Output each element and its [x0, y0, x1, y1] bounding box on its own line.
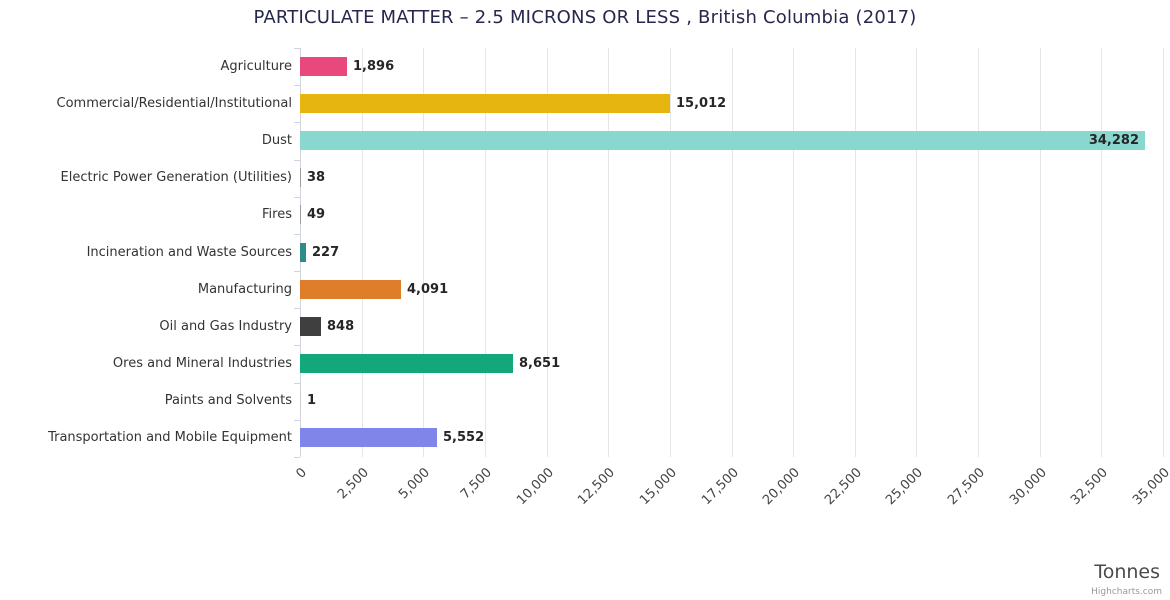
bar-incineration-and-waste-sources[interactable]: [300, 243, 306, 262]
gridline: [485, 48, 486, 457]
category-axis-tick: [294, 197, 300, 198]
category-label-electric-power-generation-utilities: Electric Power Generation (Utilities): [60, 170, 292, 185]
bar-value-label-paints-and-solvents: 1: [307, 393, 317, 408]
bar-manufacturing[interactable]: [300, 280, 401, 299]
category-axis-tick: [294, 160, 300, 161]
category-label-dust: Dust: [261, 133, 292, 148]
gridline: [978, 48, 979, 457]
gridline: [1101, 48, 1102, 457]
category-axis-tick: [294, 457, 300, 458]
bar-agriculture[interactable]: [300, 57, 347, 76]
category-label-manufacturing: Manufacturing: [197, 282, 292, 297]
gridline: [362, 48, 363, 457]
bar-value-label-commercial-residential-institutional: 15,012: [676, 96, 727, 111]
bar-value-label-fires: 49: [307, 207, 326, 222]
category-axis-tick: [294, 85, 300, 86]
bar-value-label-electric-power-generation-utilities: 38: [307, 170, 326, 185]
gridline: [423, 48, 424, 457]
category-axis-tick: [294, 308, 300, 309]
bar-ores-and-mineral-industries[interactable]: [300, 354, 513, 373]
highcharts-credits-link[interactable]: Highcharts.com: [1091, 587, 1162, 597]
gridline: [732, 48, 733, 457]
category-label-agriculture: Agriculture: [220, 59, 293, 74]
bar-value-label-manufacturing: 4,091: [407, 282, 449, 297]
category-label-ores-and-mineral-industries: Ores and Mineral Industries: [112, 356, 292, 371]
bar-value-label-transportation-and-mobile-equipment: 5,552: [443, 430, 485, 445]
bar-commercial-residential-institutional[interactable]: [300, 94, 670, 113]
category-label-transportation-and-mobile-equipment: Transportation and Mobile Equipment: [48, 430, 292, 445]
bar-oil-and-gas-industry[interactable]: [300, 317, 321, 336]
category-axis-tick: [294, 271, 300, 272]
category-axis-tick: [294, 48, 300, 49]
bar-electric-power-generation-utilities[interactable]: [300, 168, 301, 187]
bar-fires[interactable]: [300, 205, 301, 224]
bar-value-label-ores-and-mineral-industries: 8,651: [519, 356, 561, 371]
category-axis-tick: [294, 420, 300, 421]
category-label-paints-and-solvents: Paints and Solvents: [164, 393, 292, 408]
chart-title: PARTICULATE MATTER – 2.5 MICRONS OR LESS…: [253, 7, 917, 28]
bar-paints-and-solvents[interactable]: [300, 391, 301, 410]
category-axis-tick: [294, 122, 300, 123]
bar-value-label-oil-and-gas-industry: 848: [327, 319, 355, 334]
bar-transportation-and-mobile-equipment[interactable]: [300, 428, 437, 447]
bar-dust[interactable]: [300, 131, 1145, 150]
gridline: [608, 48, 609, 457]
category-label-fires: Fires: [262, 207, 292, 222]
category-axis-tick: [294, 234, 300, 235]
gridline: [670, 48, 671, 457]
category-label-incineration-and-waste-sources: Incineration and Waste Sources: [86, 245, 292, 260]
gridline: [1040, 48, 1041, 457]
gridline: [855, 48, 856, 457]
category-label-oil-and-gas-industry: Oil and Gas Industry: [159, 319, 292, 334]
gridline: [793, 48, 794, 457]
category-label-commercial-residential-institutional: Commercial/Residential/Institutional: [56, 96, 293, 111]
plot-area: 1,896 15,012 34,282 38 49 227 4,091 848 8,651 1 5,…: [300, 48, 1164, 457]
gridline: [916, 48, 917, 457]
gridline: [1163, 48, 1164, 457]
category-axis-tick: [294, 383, 300, 384]
bar-value-label-incineration-and-waste-sources: 227: [312, 245, 340, 260]
bar-value-label-dust: 34,282: [1088, 133, 1139, 148]
bar-value-label-agriculture: 1,896: [353, 59, 395, 74]
x-axis-title: Tonnes: [1094, 561, 1160, 583]
gridline: [547, 48, 548, 457]
category-axis-tick: [294, 345, 300, 346]
